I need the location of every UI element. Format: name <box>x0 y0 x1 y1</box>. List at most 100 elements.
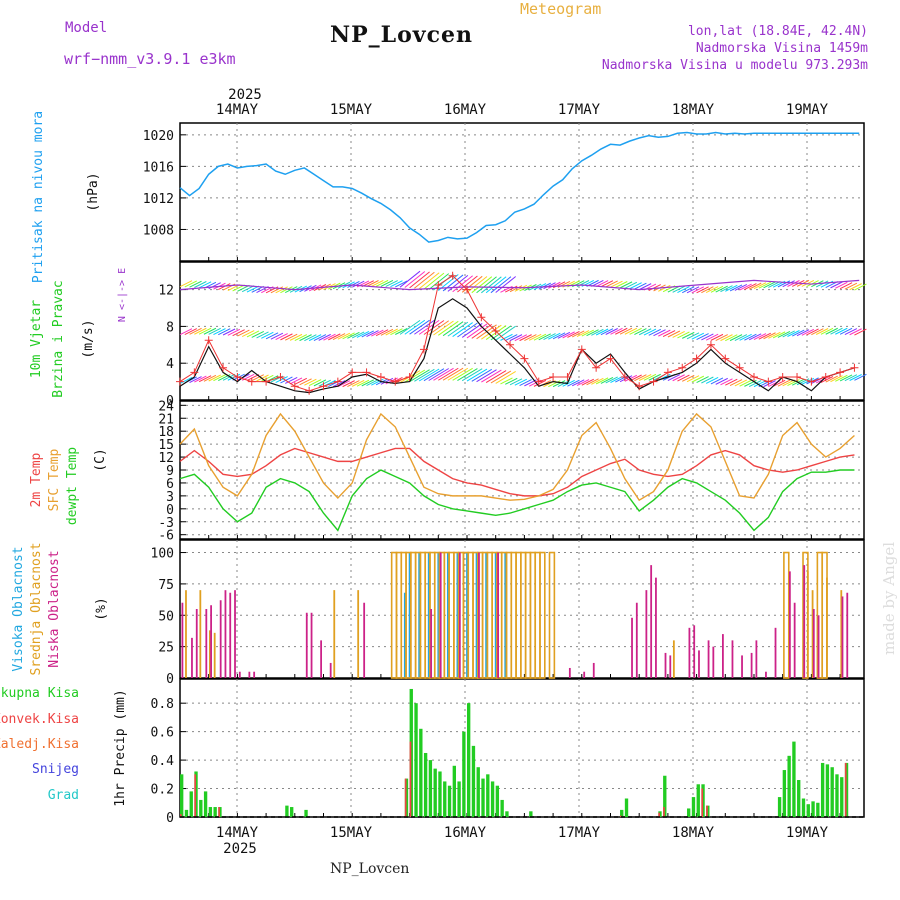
top-date-label-3: 17MAY <box>558 102 601 118</box>
wind-arrow <box>825 375 838 383</box>
bottom-date-label-0: 14MAY <box>216 825 259 841</box>
wind-arrow <box>682 286 695 294</box>
top-date-label-1: 15MAY <box>330 102 373 118</box>
ytick-label-pressure-2: 1016 <box>143 160 174 175</box>
wind-arrow <box>701 333 714 341</box>
wind-arrow <box>610 327 623 335</box>
panel-frame-wind <box>179 261 865 401</box>
wind-arrow <box>390 376 403 384</box>
wind-arrow <box>720 334 733 342</box>
ytick-label-temperature-4: 6 <box>166 477 174 492</box>
precip-bar <box>658 812 660 817</box>
wind-arrow <box>466 323 488 339</box>
wind-arrow <box>318 379 331 387</box>
wind-arrow <box>835 281 848 289</box>
wind-arrow <box>313 334 327 341</box>
precip-bar <box>782 770 787 817</box>
precip-bar <box>816 802 820 817</box>
wind-arrow <box>323 333 336 341</box>
wind-arrow <box>371 329 384 337</box>
wind-arrow <box>308 334 322 342</box>
wind-arrow <box>849 283 862 291</box>
wind-arrow <box>854 328 867 336</box>
wind-arrow <box>299 378 312 386</box>
wind-arrow <box>591 377 604 385</box>
wind-arrow <box>275 333 288 340</box>
wind-gust-marker <box>764 377 773 386</box>
precip-bar <box>462 731 466 817</box>
cloud-axis-title-2: Niska Oblacnost <box>47 550 62 667</box>
wind-gust-marker <box>333 377 342 386</box>
wind-axis-title-1: 10m Vjetar <box>29 300 44 378</box>
wind-arrow <box>366 330 379 337</box>
wind-arrow <box>457 368 478 381</box>
wind-arrow <box>658 329 671 337</box>
wind-arrow <box>270 332 284 340</box>
wind-arrow <box>763 380 776 388</box>
wind-gust-marker <box>606 354 615 363</box>
wind-gust-marker <box>290 382 299 391</box>
wind-arrow <box>438 320 459 336</box>
wind-arrow <box>256 374 269 382</box>
precip-bar <box>184 809 189 817</box>
wind-gust-marker <box>190 368 199 377</box>
wind-arrow <box>351 280 365 288</box>
wind-arrow <box>701 376 714 384</box>
precip-bar <box>663 807 665 817</box>
wind-arrow <box>184 328 198 335</box>
wind-gust-marker <box>749 373 758 381</box>
wind-arrow <box>768 331 781 339</box>
wind-arrow <box>347 281 360 288</box>
wind-arrow <box>275 286 288 294</box>
wind-arrow <box>595 377 609 385</box>
wind-arrow <box>308 379 322 386</box>
ytick-label-wind-2: 8 <box>166 320 174 335</box>
wind-arrow <box>725 284 738 292</box>
ytick-label-temperature-5: 9 <box>166 464 174 479</box>
wind-arrow <box>567 379 580 387</box>
ytick-label-clouds-1: 25 <box>158 641 174 656</box>
wind-arrow <box>634 282 647 290</box>
wind-arrow <box>361 379 374 387</box>
wind-gust-marker <box>850 363 859 372</box>
wind-arrow <box>466 368 488 382</box>
ytick-label-clouds-2: 50 <box>158 609 174 624</box>
wind-arrow <box>820 327 834 335</box>
precip-bar <box>438 771 442 817</box>
wind-arrow <box>638 374 652 381</box>
wind-arrow <box>691 332 705 340</box>
wind-speed-line <box>179 298 855 394</box>
wind-gust-marker <box>692 354 701 363</box>
wind-arrow <box>782 280 795 288</box>
top-year-label: 2025 <box>228 87 262 103</box>
precip-legend-2: Zaledj.Kisa <box>0 737 79 752</box>
wind-arrow <box>332 333 346 340</box>
cloud-axis-title-1: Srednja Oblacnost <box>29 542 44 675</box>
precip-bar <box>687 808 691 817</box>
wind-arrow <box>682 331 695 339</box>
wind-arrow <box>715 334 728 341</box>
pressure-axis-title: Pritisak na nivou mora <box>31 111 46 283</box>
wind-arrow <box>179 280 193 288</box>
wind-arrow <box>619 375 633 383</box>
bottom-date-label-2: 16MAY <box>444 825 487 841</box>
wind-arrow <box>409 319 430 335</box>
wind-arrow <box>385 280 398 287</box>
wind-arrow <box>505 377 518 385</box>
precip-bar <box>203 791 208 817</box>
wind-gust-marker <box>635 382 644 391</box>
wind-gust-marker <box>262 377 271 386</box>
wind-arrow <box>744 333 757 341</box>
wind-arrow <box>763 332 776 340</box>
wind-arrow <box>543 333 556 340</box>
wind-arrow <box>447 367 469 381</box>
model-label: Model <box>65 20 108 36</box>
ytick-label-temperature-2: 0 <box>166 503 174 518</box>
wind-arrow <box>294 334 308 341</box>
wind-arrow <box>189 280 202 288</box>
precip-bar <box>792 741 796 817</box>
wind-arrow <box>246 374 260 381</box>
wind-arrow <box>691 375 705 383</box>
wind-arrow <box>686 332 700 340</box>
